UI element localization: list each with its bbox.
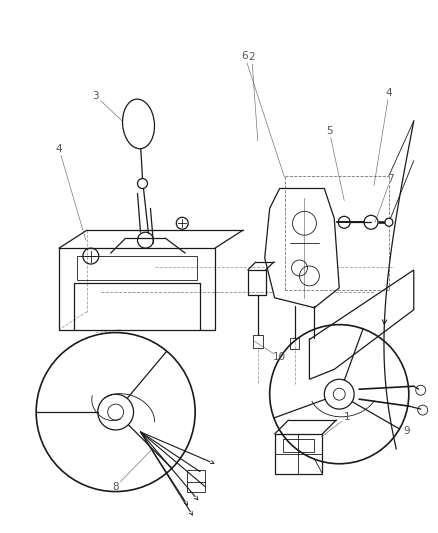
Bar [77, 256, 197, 280]
Text: 4: 4 [56, 144, 62, 154]
Text: 9: 9 [403, 426, 409, 436]
FancyBboxPatch shape [274, 434, 321, 474]
Text: 6: 6 [241, 51, 247, 61]
Text: 7: 7 [387, 174, 393, 183]
FancyBboxPatch shape [187, 470, 205, 491]
Text: 5: 5 [325, 126, 332, 136]
Text: 8: 8 [112, 482, 119, 491]
FancyBboxPatch shape [309, 337, 318, 350]
Ellipse shape [122, 99, 154, 149]
Circle shape [384, 219, 392, 226]
Text: 2: 2 [248, 52, 254, 62]
FancyBboxPatch shape [252, 335, 262, 349]
Text: 3: 3 [92, 91, 99, 101]
Text: 10: 10 [272, 352, 286, 362]
Text: 1: 1 [343, 412, 350, 422]
Text: 4: 4 [385, 88, 391, 98]
FancyBboxPatch shape [289, 337, 299, 350]
FancyBboxPatch shape [247, 270, 265, 295]
Polygon shape [309, 270, 413, 379]
Polygon shape [264, 189, 339, 308]
